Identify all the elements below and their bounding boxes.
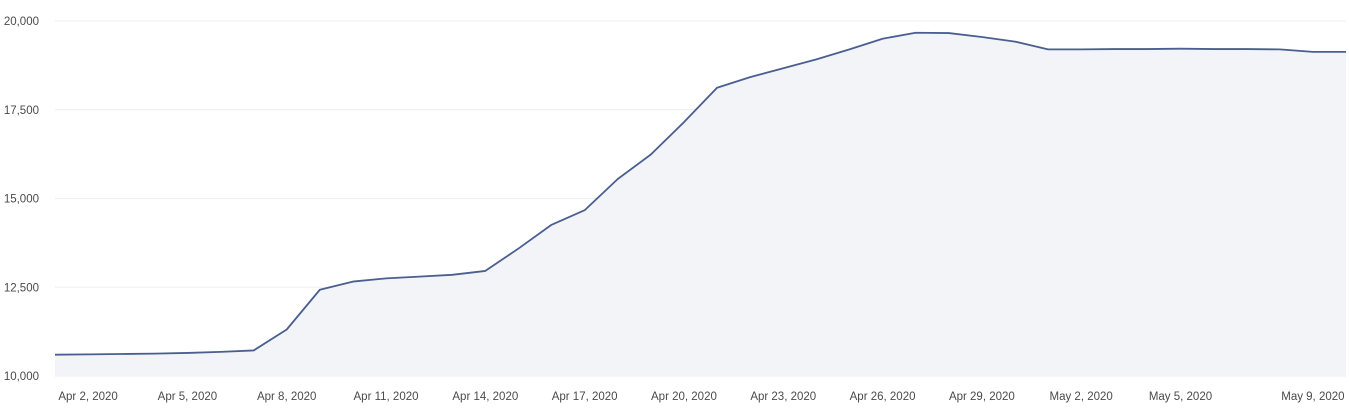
data-point bbox=[1146, 48, 1148, 50]
data-point bbox=[683, 121, 685, 123]
x-tick-label: May 5, 2020 bbox=[1149, 391, 1212, 403]
x-tick-label: Apr 8, 2020 bbox=[257, 391, 316, 403]
data-point bbox=[319, 289, 321, 291]
data-point bbox=[1080, 48, 1082, 50]
x-tick-label: Apr 11, 2020 bbox=[354, 391, 419, 403]
data-point bbox=[1113, 48, 1115, 50]
x-tick-label: Apr 5, 2020 bbox=[158, 391, 217, 403]
data-point bbox=[650, 153, 652, 155]
x-axis: Apr 2, 2020 Apr 5, 2020 Apr 8, 2020 Apr 11,… bbox=[58, 391, 1344, 403]
data-point bbox=[1345, 51, 1347, 53]
data-point bbox=[981, 36, 983, 38]
y-tick-label: 15,000 bbox=[4, 194, 39, 206]
data-point bbox=[815, 58, 817, 60]
data-point bbox=[120, 353, 122, 355]
data-point bbox=[749, 76, 751, 78]
x-tick-label: Apr 14, 2020 bbox=[452, 391, 518, 403]
data-point bbox=[881, 38, 883, 40]
data-point bbox=[352, 280, 354, 282]
data-point bbox=[219, 351, 221, 353]
x-tick-label: May 9, 2020 bbox=[1281, 391, 1344, 403]
data-point bbox=[385, 277, 387, 279]
area-fill bbox=[55, 32, 1346, 376]
data-point bbox=[451, 274, 453, 276]
data-point bbox=[418, 275, 420, 277]
x-tick-label: Apr 26, 2020 bbox=[850, 391, 916, 403]
y-tick-label: 12,500 bbox=[4, 282, 39, 294]
x-tick-label: Apr 17, 2020 bbox=[552, 391, 618, 403]
x-tick-label: May 2, 2020 bbox=[1050, 391, 1113, 403]
data-point bbox=[550, 224, 552, 226]
data-point bbox=[716, 87, 718, 89]
x-tick-label: Apr 2, 2020 bbox=[58, 391, 117, 403]
data-point bbox=[54, 354, 56, 356]
x-tick-label: Apr 20, 2020 bbox=[651, 391, 717, 403]
y-tick-label: 20,000 bbox=[4, 16, 39, 28]
data-point bbox=[87, 353, 89, 355]
series-line bbox=[54, 31, 1346, 356]
data-point bbox=[948, 32, 950, 34]
data-point bbox=[186, 352, 188, 354]
y-axis: 10,000 12,500 15,000 17,500 20,000 bbox=[4, 16, 39, 383]
data-point bbox=[1245, 48, 1247, 50]
data-point bbox=[517, 247, 519, 249]
x-tick-label: Apr 29, 2020 bbox=[949, 391, 1015, 403]
data-point bbox=[286, 328, 288, 330]
data-point bbox=[484, 270, 486, 272]
data-point bbox=[1212, 48, 1214, 50]
data-point bbox=[848, 48, 850, 50]
data-point bbox=[1312, 51, 1314, 53]
data-point bbox=[1014, 40, 1016, 42]
x-tick-label: Apr 23, 2020 bbox=[750, 391, 816, 403]
data-point bbox=[782, 67, 784, 69]
y-tick-label: 10,000 bbox=[4, 371, 39, 383]
data-point bbox=[1179, 47, 1181, 49]
data-point bbox=[617, 178, 619, 180]
data-point bbox=[252, 349, 254, 351]
data-point bbox=[914, 32, 916, 34]
data-point bbox=[1047, 48, 1049, 50]
y-tick-label: 17,500 bbox=[4, 105, 39, 117]
data-point bbox=[583, 209, 585, 211]
data-point bbox=[153, 352, 155, 354]
data-point bbox=[1279, 48, 1281, 50]
